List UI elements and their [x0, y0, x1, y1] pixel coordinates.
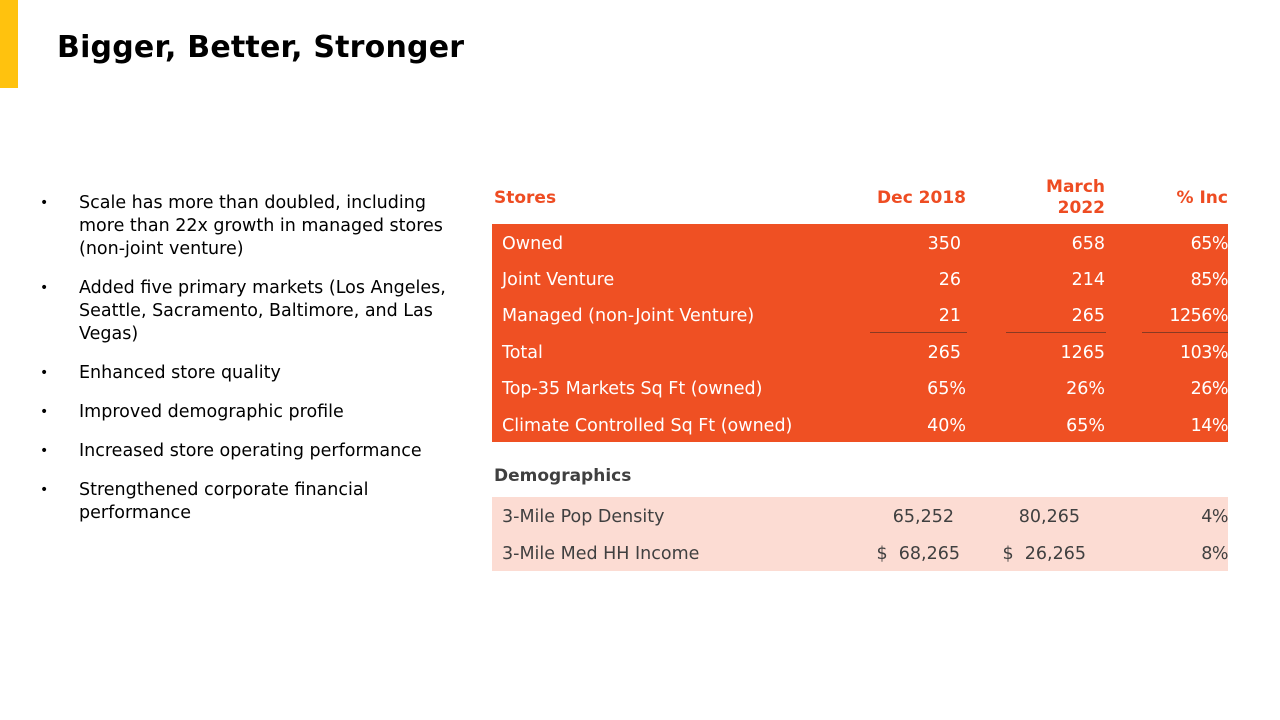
march-2022-value: 65% — [1066, 416, 1105, 436]
pct-inc-value: 8% — [1201, 544, 1228, 564]
bullet-item: • Scale has more than doubled, including … — [40, 192, 470, 261]
pct-inc-value: 1256% — [1169, 306, 1228, 326]
table-row: Managed (non-Joint Venture) 21 265 1256% — [492, 298, 1228, 334]
march-2022-value: 26% — [1066, 379, 1105, 399]
dec-2018-value: 21 — [938, 306, 961, 326]
pct-inc-value: 103% — [1179, 343, 1229, 363]
table-row: 3-Mile Pop Density 65,252 80,265 4% — [492, 499, 1228, 536]
march-2022-header-line1: March — [1046, 177, 1105, 197]
demographics-table-body: 3-Mile Pop Density 65,252 80,265 4% 3-Mi… — [492, 497, 1228, 571]
march-2022-value: 214 — [1071, 270, 1105, 290]
bullet-text: Increased store operating performance — [79, 441, 422, 461]
stores-table-header: Stores Dec 2018 March 2022 % Inc — [492, 176, 1228, 224]
row-label: Owned — [502, 234, 564, 254]
bullet-text: Added five primary markets (Los Angeles,… — [79, 278, 446, 344]
bullet-text: Enhanced store quality — [79, 363, 281, 383]
bullet-glyph: • — [40, 443, 49, 459]
bullet-item: • Improved demographic profile — [40, 401, 470, 424]
bullet-text: Scale has more than doubled, including m… — [79, 193, 443, 259]
subtotal-rule — [1006, 332, 1106, 333]
table-row: Total 265 1265 103% — [492, 335, 1229, 371]
march-2022-value: 80,265 — [1018, 507, 1080, 527]
dec-2018-value: 40% — [927, 416, 966, 436]
bullet-item: • Increased store operating performance — [40, 440, 470, 463]
bullet-glyph: • — [40, 365, 49, 381]
dec-2018-value: 65,252 — [892, 507, 954, 527]
pct-inc-value: 4% — [1201, 507, 1228, 527]
bullet-list: • Scale has more than doubled, including … — [40, 192, 470, 541]
pct-inc-value: 85% — [1190, 270, 1229, 290]
row-label: 3-Mile Pop Density — [502, 507, 665, 527]
row-label: Climate Controlled Sq Ft (owned) — [502, 416, 793, 436]
dec-2018-header: Dec 2018 — [877, 188, 966, 208]
pct-inc-value: 14% — [1190, 416, 1229, 436]
stores-header-label: Stores — [494, 188, 557, 208]
dec-2018-value: 26 — [938, 270, 961, 290]
demographics-title: Demographics — [494, 466, 632, 486]
bullet-item: • Added five primary markets (Los Angeles… — [40, 277, 470, 346]
row-label: Total — [502, 343, 543, 363]
march-2022-header-line2: 2022 — [1057, 198, 1105, 218]
bullet-glyph: • — [40, 195, 49, 211]
row-label: Top-35 Markets Sq Ft (owned) — [502, 379, 763, 399]
pct-inc-value: 65% — [1190, 234, 1229, 254]
slide-title: Bigger, Better, Stronger — [57, 30, 465, 65]
stores-table-body: Owned 350 658 65% Joint Venture 26 214 8… — [492, 224, 1229, 444]
dec-2018-value: 265 — [927, 343, 961, 363]
pct-inc-value: 26% — [1190, 379, 1229, 399]
bullet-item: • Strengthened corporate financial perfor… — [40, 479, 470, 525]
dec-2018-value: 350 — [927, 234, 961, 254]
row-label: Managed (non-Joint Venture) — [502, 306, 755, 326]
march-2022-value: 265 — [1071, 306, 1105, 326]
march-2022-value: $ 26,265 — [1002, 544, 1087, 564]
bullet-text: Improved demographic profile — [79, 402, 344, 422]
table-row: 3-Mile Med HH Income $ 68,265 $ 26,265 8… — [492, 536, 1228, 573]
march-2022-value: 658 — [1071, 234, 1105, 254]
table-row: Joint Venture 26 214 85% — [492, 262, 1229, 298]
dec-2018-value: $ 68,265 — [876, 544, 961, 564]
subtotal-rule — [1142, 332, 1228, 333]
row-label: Joint Venture — [502, 270, 615, 290]
accent-bar — [0, 0, 18, 88]
bullet-item: • Enhanced store quality — [40, 362, 470, 385]
dec-2018-value: 65% — [927, 379, 966, 399]
table-row: Top-35 Markets Sq Ft (owned) 65% 26% 26% — [492, 371, 1229, 407]
table-row: Owned 350 658 65% — [492, 226, 1229, 262]
bullet-glyph: • — [40, 280, 49, 296]
subtotal-rule — [870, 332, 967, 333]
row-label: 3-Mile Med HH Income — [502, 544, 700, 564]
march-2022-value: 1265 — [1060, 343, 1105, 363]
pct-inc-header: % Inc — [1176, 188, 1228, 208]
bullet-text: Strengthened corporate financial perform… — [79, 480, 369, 523]
march-2022-header: March 2022 — [1046, 177, 1105, 219]
bullet-glyph: • — [40, 404, 49, 420]
table-row: Climate Controlled Sq Ft (owned) 40% 65%… — [492, 408, 1229, 444]
bullet-glyph: • — [40, 482, 49, 498]
